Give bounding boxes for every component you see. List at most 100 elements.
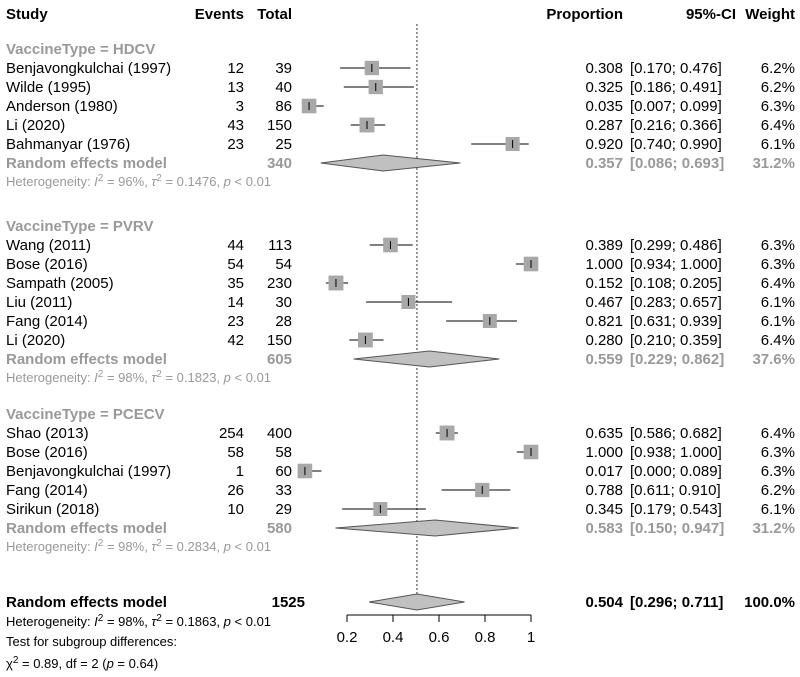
study-name: Wilde (1995) — [6, 79, 91, 96]
subgroup-model-label: Random effects model — [6, 155, 167, 172]
overall-model-ci: [0.296; 0.711] — [630, 594, 723, 611]
subgroup-model-ci: [0.086; 0.693] — [630, 155, 724, 172]
overall-heterogeneity: Heterogeneity: I2 = 98%, τ2 = 0.1863, p … — [6, 613, 271, 630]
proportion-value: 0.389 — [585, 237, 623, 254]
total-value: 60 — [275, 463, 292, 480]
subgroup-diamond — [335, 519, 519, 537]
events-value: 13 — [227, 79, 244, 96]
total-value: 33 — [275, 482, 292, 499]
ci-value: [0.000; 0.089] — [630, 463, 722, 480]
header-weight: Weight — [745, 6, 795, 23]
overall-model-weight: 100.0% — [744, 594, 795, 611]
subgroup-test-stat: χ2 = 0.89, df = 2 (p = 0.64) — [6, 655, 158, 672]
overall-model-proportion: 0.504 — [585, 594, 623, 611]
events-value: 3 — [236, 98, 244, 115]
study-name: Anderson (1980) — [6, 98, 118, 115]
proportion-value: 0.035 — [585, 98, 623, 115]
ci-value: [0.179; 0.543] — [630, 501, 722, 518]
proportion-value: 0.788 — [585, 482, 623, 499]
subgroup-model-total: 605 — [267, 351, 292, 368]
study-name: Bose (2016) — [6, 444, 88, 461]
subgroup-model-weight: 31.2% — [752, 155, 795, 172]
total-value: 230 — [267, 275, 292, 292]
weight-value: 6.1% — [761, 501, 795, 518]
header-events: Events — [195, 6, 244, 23]
weight-value: 6.4% — [761, 117, 795, 134]
total-value: 40 — [275, 79, 292, 96]
study-name: Fang (2014) — [6, 482, 88, 499]
x-axis-tick-label: 0.6 — [429, 629, 450, 646]
subgroup-model-proportion: 0.357 — [585, 155, 623, 172]
subgroup-heterogeneity: Heterogeneity: I2 = 98%, τ2 = 0.2834, p … — [6, 538, 271, 555]
study-name: Shao (2013) — [6, 425, 89, 442]
proportion-value: 0.308 — [585, 60, 623, 77]
subgroup-model-label: Random effects model — [6, 520, 167, 537]
total-value: 58 — [275, 444, 292, 461]
study-name: Sirikun (2018) — [6, 501, 99, 518]
ci-value: [0.170; 0.476] — [630, 60, 722, 77]
header-study: Study — [6, 6, 48, 23]
ci-value: [0.283; 0.657] — [630, 294, 722, 311]
weight-value: 6.2% — [761, 79, 795, 96]
weight-value: 6.4% — [761, 275, 795, 292]
study-name: Bahmanyar (1976) — [6, 136, 130, 153]
events-value: 23 — [227, 313, 244, 330]
study-name: Li (2020) — [6, 117, 65, 134]
proportion-value: 0.920 — [585, 136, 623, 153]
subgroup-model-proportion: 0.559 — [585, 351, 623, 368]
weight-value: 6.3% — [761, 98, 795, 115]
study-name: Fang (2014) — [6, 313, 88, 330]
events-value: 43 — [227, 117, 244, 134]
subgroup-model-ci: [0.229; 0.862] — [630, 351, 724, 368]
total-value: 400 — [267, 425, 292, 442]
x-axis-tick-label: 0.2 — [337, 629, 358, 646]
proportion-value: 0.017 — [585, 463, 623, 480]
subgroup-model-total: 340 — [267, 155, 292, 172]
events-value: 12 — [227, 60, 244, 77]
total-value: 54 — [275, 256, 292, 273]
events-value: 58 — [227, 444, 244, 461]
ci-value: [0.216; 0.366] — [630, 117, 722, 134]
weight-value: 6.3% — [761, 444, 795, 461]
subgroup-heterogeneity: Heterogeneity: I2 = 96%, τ2 = 0.1476, p … — [6, 173, 271, 190]
events-value: 44 — [227, 237, 244, 254]
subgroup-model-ci: [0.150; 0.947] — [630, 520, 724, 537]
weight-value: 6.1% — [761, 294, 795, 311]
study-name: Benjavongkulchai (1997) — [6, 60, 171, 77]
study-name: Li (2020) — [6, 332, 65, 349]
proportion-value: 0.280 — [585, 332, 623, 349]
ci-value: [0.938; 1.000] — [630, 444, 722, 461]
header-proportion: Proportion — [546, 6, 623, 23]
ci-value: [0.210; 0.359] — [630, 332, 722, 349]
subgroup-heterogeneity: Heterogeneity: I2 = 98%, τ2 = 0.1823, p … — [6, 369, 271, 386]
study-name: Wang (2011) — [6, 237, 91, 254]
subgroup-model-weight: 37.6% — [752, 351, 795, 368]
total-value: 150 — [267, 117, 292, 134]
subgroup-test-label: Test for subgroup differences: — [6, 634, 177, 649]
total-value: 29 — [275, 501, 292, 518]
overall-model-total: 1525 — [272, 594, 305, 611]
ci-value: [0.007; 0.099] — [630, 98, 722, 115]
proportion-value: 1.000 — [585, 256, 623, 273]
study-name: Sampath (2005) — [6, 275, 114, 292]
subgroup-model-total: 580 — [267, 520, 292, 537]
weight-value: 6.3% — [761, 463, 795, 480]
ci-value: [0.740; 0.990] — [630, 136, 722, 153]
ci-value: [0.611; 0.910] — [630, 482, 721, 499]
subgroup-label: VaccineType = PVRV — [6, 218, 153, 235]
header-total: Total — [257, 6, 292, 23]
subgroup-label: VaccineType = PCECV — [6, 406, 165, 423]
study-name: Benjavongkulchai (1997) — [6, 463, 171, 480]
total-value: 39 — [275, 60, 292, 77]
total-value: 30 — [275, 294, 292, 311]
study-name: Bose (2016) — [6, 256, 88, 273]
ci-value: [0.186; 0.491] — [630, 79, 722, 96]
ci-value: [0.108; 0.205] — [630, 275, 722, 292]
total-value: 28 — [275, 313, 292, 330]
events-value: 54 — [227, 256, 244, 273]
weight-value: 6.1% — [761, 313, 795, 330]
subgroup-model-label: Random effects model — [6, 351, 167, 368]
x-axis-tick-label: 0.4 — [383, 629, 404, 646]
total-value: 113 — [268, 237, 292, 254]
